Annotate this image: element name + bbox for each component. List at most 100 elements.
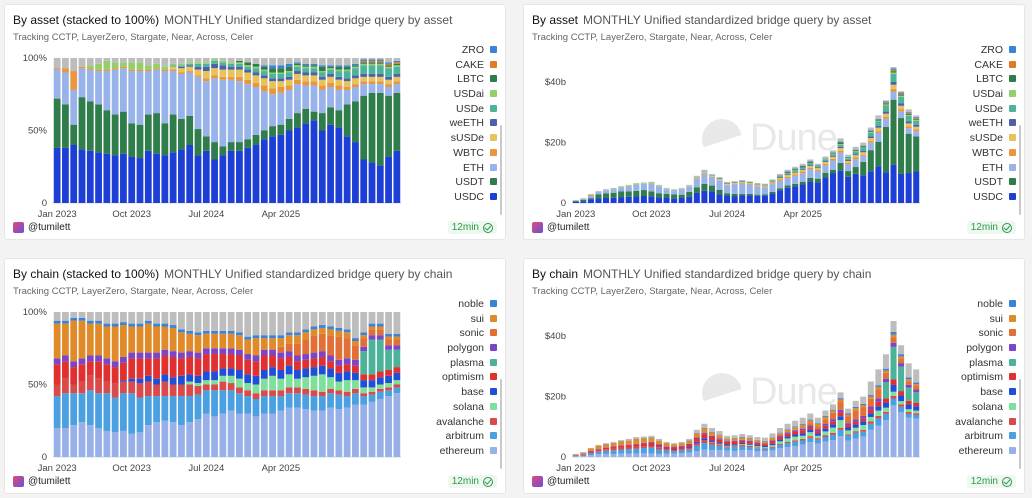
legend-swatch: [490, 104, 497, 112]
bar-segment-wbtc: [186, 71, 194, 73]
bar-segment-zro: [875, 118, 882, 120]
legend-item-noble[interactable]: noble: [436, 297, 497, 312]
legend-item-sui[interactable]: sui: [436, 312, 497, 327]
legend-item-arbitrum[interactable]: arbitrum: [955, 429, 1016, 444]
legend-scrollbar[interactable]: [1019, 125, 1021, 215]
legend-item-avalanche[interactable]: avalanche: [436, 415, 497, 430]
bar-segment-usdc: [829, 173, 837, 203]
legend-item-lbtc[interactable]: LBTC: [969, 72, 1016, 87]
refresh-badge[interactable]: 12min: [966, 221, 1016, 234]
bar-segment-sonic: [852, 410, 859, 420]
bar-segment-usdc: [663, 197, 670, 203]
bar-segment-solana: [227, 375, 235, 384]
bar-segment-avalanche: [610, 448, 617, 451]
bar-segment-other: [211, 58, 218, 60]
legend-item-weeth[interactable]: weETH: [450, 116, 497, 131]
legend-item-eth[interactable]: ETH: [450, 161, 497, 176]
bar-segment-solana: [746, 444, 753, 446]
bar-segment-sui: [867, 396, 874, 399]
bar-segment-plasma: [385, 349, 392, 370]
legend-item-noble[interactable]: noble: [955, 297, 1016, 312]
bar-segment-arbitrum: [875, 418, 882, 426]
query-link[interactable]: MONTHLY Unified standardized bridge quer…: [583, 267, 872, 281]
bar-segment-usde: [285, 72, 293, 77]
bar-segment-other: [95, 312, 102, 321]
legend-item-plasma[interactable]: plasma: [436, 356, 497, 371]
bar-segment-optimism: [244, 359, 252, 375]
legend-item-solana[interactable]: solana: [436, 400, 497, 415]
legend-item-zro[interactable]: ZRO: [969, 43, 1016, 58]
author[interactable]: @tumilett: [13, 222, 70, 233]
refresh-badge[interactable]: 12min: [447, 221, 497, 234]
legend-item-wbtc[interactable]: WBTC: [450, 146, 497, 161]
y-tick-label: 0: [561, 198, 566, 209]
bar-segment-usdc: [111, 155, 119, 203]
bar-segment-base: [227, 368, 235, 376]
bar-segment-arbitrum: [144, 396, 152, 426]
legend-item-susde[interactable]: sUSDe: [969, 131, 1016, 146]
bar-segment-optimism: [777, 436, 784, 440]
legend-item-sui[interactable]: sui: [955, 312, 1016, 327]
legend-item-usdc[interactable]: USDC: [450, 190, 497, 205]
bar-segment-other: [310, 312, 318, 327]
legend-swatch: [490, 46, 497, 53]
legend-scrollbar[interactable]: [500, 379, 502, 469]
legend-item-plasma[interactable]: plasma: [955, 356, 1016, 371]
query-link[interactable]: MONTHLY Unified standardized bridge quer…: [583, 13, 872, 27]
legend-item-lbtc[interactable]: LBTC: [450, 72, 497, 87]
bar-segment-other: [53, 312, 61, 321]
bar-segment-other: [708, 428, 715, 432]
legend-item-usdt[interactable]: USDT: [969, 175, 1016, 190]
bar-segment-other: [701, 423, 708, 428]
bar-segment-lbtc: [244, 62, 252, 66]
legend-scrollbar[interactable]: [1019, 379, 1021, 469]
legend-item-sonic[interactable]: sonic: [955, 326, 1016, 341]
author[interactable]: @tumilett: [13, 476, 70, 487]
legend-item-solana[interactable]: solana: [955, 400, 1016, 415]
legend-item-optimism[interactable]: optimism: [436, 370, 497, 385]
bar-segment-ethereum: [761, 451, 768, 457]
legend-item-cake[interactable]: CAKE: [450, 58, 497, 73]
legend-item-usdai[interactable]: USDai: [969, 87, 1016, 102]
bar-segment-sui: [686, 440, 693, 444]
legend-item-ethereum[interactable]: ethereum: [955, 444, 1016, 459]
legend-item-susde[interactable]: sUSDe: [450, 131, 497, 146]
legend-item-zro[interactable]: ZRO: [450, 43, 497, 58]
bar-segment-weeth: [178, 66, 185, 69]
legend-item-usde[interactable]: USDe: [450, 102, 497, 117]
legend-item-eth[interactable]: ETH: [969, 161, 1016, 176]
legend-item-cake[interactable]: CAKE: [969, 58, 1016, 73]
bar-segment-sonic: [799, 427, 806, 429]
legend-item-polygon[interactable]: polygon: [436, 341, 497, 356]
legend-item-sonic[interactable]: sonic: [436, 326, 497, 341]
legend-item-usdt[interactable]: USDT: [450, 175, 497, 190]
legend-item-weeth[interactable]: weETH: [969, 116, 1016, 131]
bar-segment-arbitrum: [867, 423, 874, 430]
legend-item-base[interactable]: base: [955, 385, 1016, 400]
legend-scrollbar[interactable]: [500, 125, 502, 215]
refresh-badge[interactable]: 12min: [447, 475, 497, 488]
author[interactable]: @tumilett: [532, 476, 589, 487]
legend-item-ethereum[interactable]: ethereum: [436, 444, 497, 459]
query-link[interactable]: MONTHLY Unified standardized bridge quer…: [164, 13, 453, 27]
bar-segment-usdc: [343, 136, 351, 203]
query-link[interactable]: MONTHLY Unified standardized bridge quer…: [164, 267, 453, 281]
legend-item-usdai[interactable]: USDai: [450, 87, 497, 102]
legend-item-arbitrum[interactable]: arbitrum: [436, 429, 497, 444]
bar-segment-ethereum: [376, 399, 384, 457]
bar-segment-other: [153, 312, 160, 324]
legend-item-base[interactable]: base: [436, 385, 497, 400]
bar-segment-lbtc: [294, 63, 301, 66]
bar-segment-base: [655, 447, 663, 448]
legend-item-usdc[interactable]: USDC: [969, 190, 1016, 205]
bar-segment-wbtc: [829, 158, 837, 161]
legend-item-avalanche[interactable]: avalanche: [955, 415, 1016, 430]
legend-item-polygon[interactable]: polygon: [955, 341, 1016, 356]
bar-segment-base: [663, 448, 670, 450]
legend-item-wbtc[interactable]: WBTC: [969, 146, 1016, 161]
bar-segment-ethereum: [244, 413, 252, 457]
legend-item-usde[interactable]: USDe: [969, 102, 1016, 117]
legend-item-optimism[interactable]: optimism: [955, 370, 1016, 385]
refresh-badge[interactable]: 12min: [966, 475, 1016, 488]
author[interactable]: @tumilett: [532, 222, 589, 233]
